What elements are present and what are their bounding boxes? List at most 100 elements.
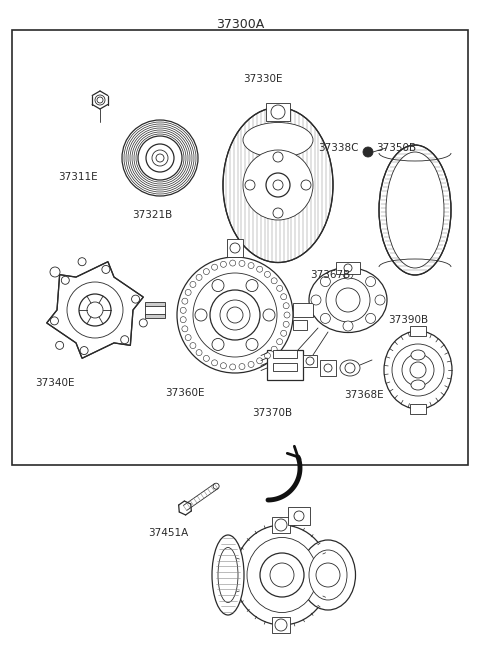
Circle shape xyxy=(182,298,188,304)
Ellipse shape xyxy=(386,152,444,268)
Circle shape xyxy=(248,263,254,269)
Circle shape xyxy=(276,286,283,291)
Circle shape xyxy=(363,147,373,157)
Text: 37340E: 37340E xyxy=(35,378,74,388)
Ellipse shape xyxy=(218,548,238,603)
Circle shape xyxy=(283,303,289,309)
Ellipse shape xyxy=(223,107,333,263)
Circle shape xyxy=(273,208,283,218)
Bar xyxy=(336,262,360,274)
Text: 37300A: 37300A xyxy=(216,18,264,31)
Circle shape xyxy=(146,144,174,172)
Circle shape xyxy=(87,302,103,318)
Circle shape xyxy=(283,322,289,328)
Circle shape xyxy=(275,619,287,631)
Bar xyxy=(267,350,303,380)
Ellipse shape xyxy=(340,360,360,376)
Polygon shape xyxy=(47,262,144,358)
Circle shape xyxy=(344,264,352,272)
Circle shape xyxy=(301,180,311,190)
Circle shape xyxy=(270,563,294,587)
Ellipse shape xyxy=(243,122,313,157)
Circle shape xyxy=(79,294,111,326)
Text: 37350B: 37350B xyxy=(376,143,416,153)
Bar xyxy=(410,326,426,336)
Bar xyxy=(293,303,313,317)
Text: 37451A: 37451A xyxy=(148,528,188,538)
Ellipse shape xyxy=(235,525,329,625)
Bar xyxy=(303,355,317,367)
Circle shape xyxy=(311,295,321,305)
Circle shape xyxy=(273,152,283,162)
Circle shape xyxy=(343,321,353,331)
Circle shape xyxy=(281,293,287,300)
Circle shape xyxy=(50,267,60,277)
Bar xyxy=(272,617,290,633)
Circle shape xyxy=(239,364,245,369)
Text: 37370B: 37370B xyxy=(252,408,292,418)
Bar xyxy=(273,350,297,358)
Circle shape xyxy=(366,276,376,287)
Bar xyxy=(288,507,310,525)
Circle shape xyxy=(263,309,275,321)
Circle shape xyxy=(196,274,202,280)
Circle shape xyxy=(204,269,209,274)
Circle shape xyxy=(220,300,250,330)
Circle shape xyxy=(343,269,353,279)
Bar xyxy=(227,239,243,257)
Circle shape xyxy=(284,312,290,318)
Circle shape xyxy=(210,290,260,340)
Circle shape xyxy=(271,105,285,119)
Circle shape xyxy=(180,307,186,313)
Circle shape xyxy=(80,346,88,354)
Text: 37338C: 37338C xyxy=(318,143,359,153)
Circle shape xyxy=(271,278,277,284)
Circle shape xyxy=(281,330,287,336)
Circle shape xyxy=(229,364,236,370)
Ellipse shape xyxy=(411,380,425,390)
Circle shape xyxy=(50,317,59,325)
Text: 37390B: 37390B xyxy=(388,315,428,325)
Bar xyxy=(293,320,307,330)
Circle shape xyxy=(264,352,270,359)
Circle shape xyxy=(212,280,224,291)
Circle shape xyxy=(316,563,340,587)
Bar xyxy=(145,305,165,315)
Text: 37321B: 37321B xyxy=(132,210,172,220)
Bar xyxy=(12,30,468,465)
Circle shape xyxy=(276,339,283,345)
Circle shape xyxy=(294,511,304,521)
Bar xyxy=(272,517,290,533)
Circle shape xyxy=(239,261,245,267)
Circle shape xyxy=(275,519,287,531)
Circle shape xyxy=(257,358,263,364)
Circle shape xyxy=(260,553,304,597)
Circle shape xyxy=(410,362,426,378)
Circle shape xyxy=(326,278,370,322)
Ellipse shape xyxy=(243,150,313,220)
Circle shape xyxy=(212,360,217,365)
Circle shape xyxy=(196,350,202,356)
Circle shape xyxy=(204,356,209,362)
Circle shape xyxy=(180,316,186,323)
Ellipse shape xyxy=(309,267,387,333)
Bar xyxy=(145,314,165,318)
Circle shape xyxy=(177,257,293,373)
Circle shape xyxy=(264,271,270,277)
Ellipse shape xyxy=(411,350,425,360)
Circle shape xyxy=(246,339,258,350)
Text: 37330E: 37330E xyxy=(243,74,283,84)
Circle shape xyxy=(220,363,227,369)
Circle shape xyxy=(190,343,196,348)
Circle shape xyxy=(156,154,164,162)
Circle shape xyxy=(152,150,168,166)
Circle shape xyxy=(193,273,277,357)
Circle shape xyxy=(229,260,236,266)
Ellipse shape xyxy=(379,145,451,275)
Circle shape xyxy=(273,180,283,190)
Circle shape xyxy=(185,335,191,341)
Ellipse shape xyxy=(247,538,317,612)
Circle shape xyxy=(212,339,224,350)
Circle shape xyxy=(366,313,376,324)
Circle shape xyxy=(185,290,191,295)
